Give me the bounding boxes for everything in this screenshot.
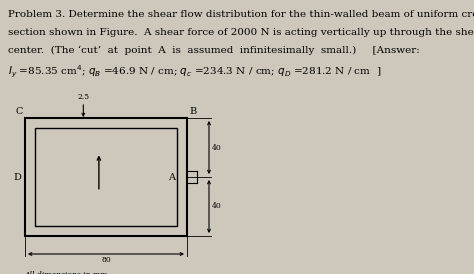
Text: 2.5: 2.5	[77, 93, 90, 101]
Text: B: B	[189, 107, 196, 116]
Text: C: C	[16, 107, 23, 116]
Text: section shown in Figure.  A shear force of 2000 N is acting vertically up throug: section shown in Figure. A shear force o…	[8, 28, 474, 37]
Text: D: D	[13, 173, 21, 181]
Text: center.  (The ‘cut’  at  point  A  is  assumed  infinitesimally  small.)     [An: center. (The ‘cut’ at point A is assumed…	[8, 46, 420, 55]
Text: 80: 80	[101, 256, 111, 264]
Text: 40: 40	[212, 202, 222, 210]
Bar	[25, 118, 187, 236]
Bar	[35, 128, 177, 226]
Text: Problem 3. Determine the shear flow distribution for the thin-walled beam of uni: Problem 3. Determine the shear flow dist…	[8, 10, 474, 19]
Text: All dimensions in mm: All dimensions in mm	[25, 271, 108, 274]
Text: $I_y$ =85.35 cm$^4$; $q_B$ =46.9 N / cm; $q_c$ =234.3 N / cm; $q_D$ =281.2 N / c: $I_y$ =85.35 cm$^4$; $q_B$ =46.9 N / cm;…	[8, 64, 382, 80]
Text: 40: 40	[212, 144, 222, 152]
Text: A: A	[168, 173, 175, 181]
